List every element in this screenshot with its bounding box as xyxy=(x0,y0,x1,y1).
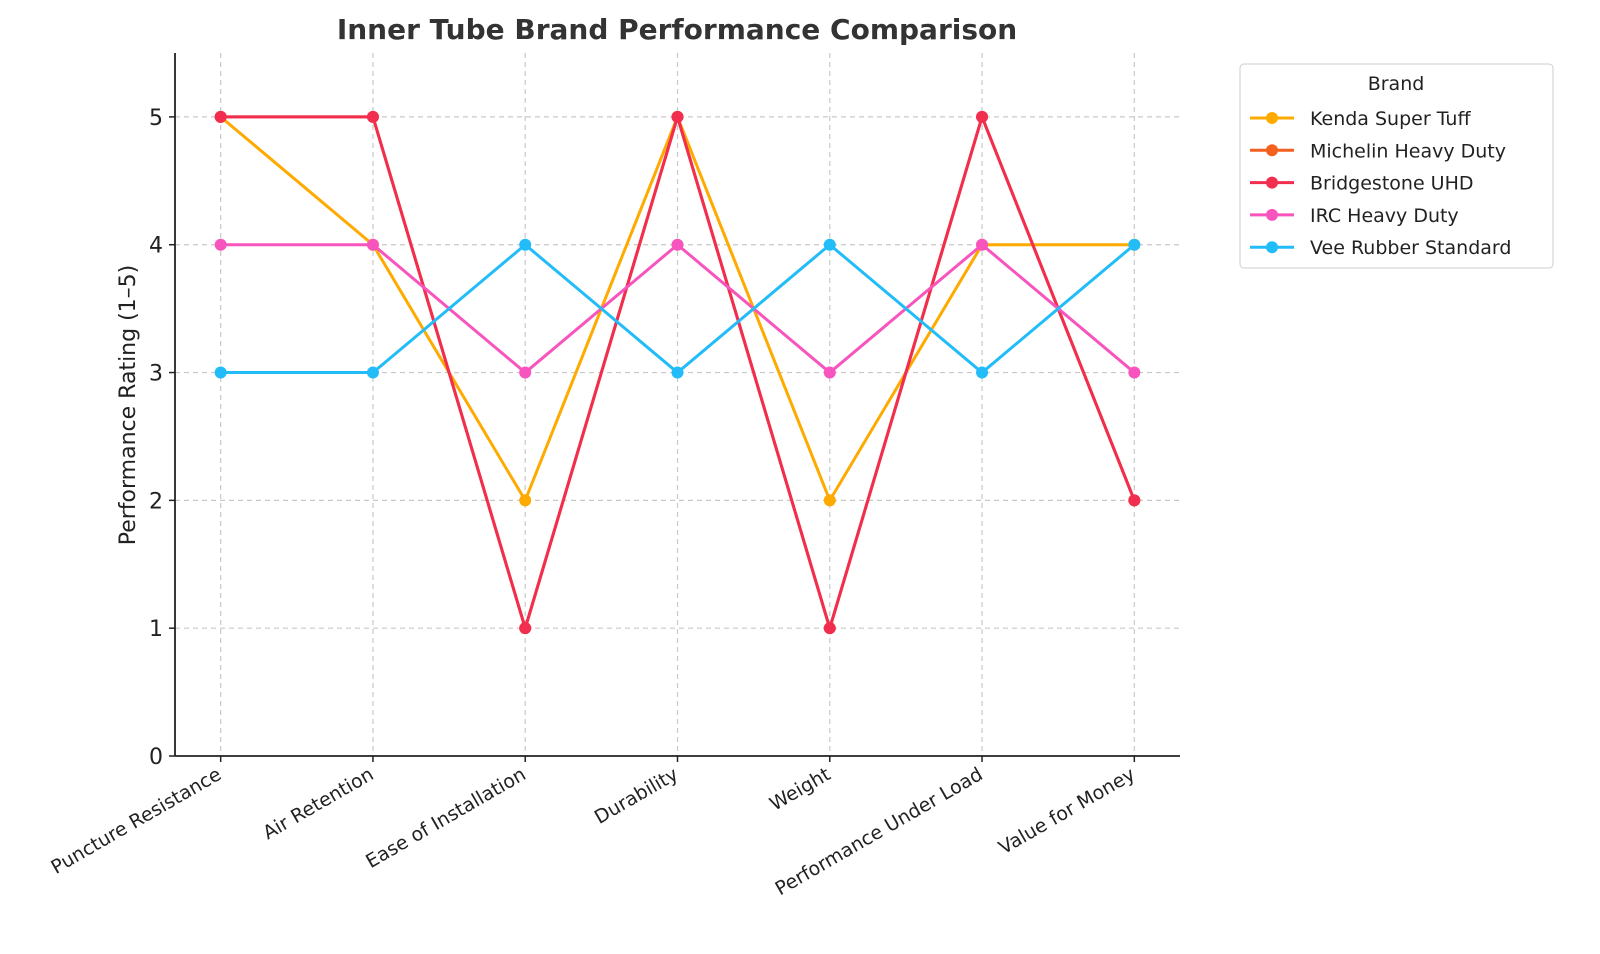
x-tick-label: Value for Money xyxy=(995,763,1139,859)
legend-label: IRC Heavy Duty xyxy=(1310,205,1459,227)
data-point xyxy=(519,238,532,251)
y-tick-label: 2 xyxy=(149,489,163,514)
legend-label: Michelin Heavy Duty xyxy=(1310,140,1506,162)
data-point xyxy=(366,238,379,251)
y-tick-label: 3 xyxy=(149,362,163,387)
data-point xyxy=(671,110,684,123)
legend-label: Kenda Super Tuff xyxy=(1310,108,1471,130)
series-vee-rubber-standard xyxy=(214,238,1141,379)
data-point xyxy=(1128,238,1141,251)
data-point xyxy=(214,110,227,123)
data-point xyxy=(1128,494,1141,507)
data-point xyxy=(366,366,379,379)
data-point xyxy=(1128,366,1141,379)
y-tick-label: 4 xyxy=(149,234,163,259)
series-bridgestone-uhd xyxy=(214,110,1141,635)
x-tick-label: Ease of Installation xyxy=(362,763,530,872)
legend-label: Bridgestone UHD xyxy=(1310,173,1474,195)
legend-marker xyxy=(1266,176,1278,189)
data-point xyxy=(823,238,836,251)
data-point xyxy=(519,366,532,379)
y-tick-label: 1 xyxy=(149,617,163,642)
data-point xyxy=(823,622,836,635)
data-point xyxy=(671,366,684,379)
y-tick-label: 0 xyxy=(149,745,163,770)
legend-marker xyxy=(1266,208,1278,221)
chart-title: Inner Tube Brand Performance Comparison xyxy=(337,13,1017,46)
data-point xyxy=(976,110,989,123)
x-tick-label: Weight xyxy=(766,763,834,815)
x-tick-label: Air Retention xyxy=(259,763,377,844)
series-irc-heavy-duty xyxy=(214,238,1141,379)
data-point xyxy=(214,238,227,251)
y-axis-label: Performance Rating (1–5) xyxy=(116,265,141,546)
data-point xyxy=(671,238,684,251)
data-point xyxy=(823,494,836,507)
legend-marker xyxy=(1266,112,1278,124)
legend-marker xyxy=(1266,144,1278,157)
legend: Brand Kenda Super Tuff Michelin Heavy Dut… xyxy=(1239,63,1554,269)
data-point xyxy=(519,622,532,635)
data-point xyxy=(366,110,379,123)
x-tick-label: Durability xyxy=(591,763,682,828)
legend-marker xyxy=(1266,241,1278,254)
y-tick-label: 5 xyxy=(149,106,163,131)
data-point xyxy=(976,238,989,251)
data-point xyxy=(214,366,227,379)
data-point xyxy=(519,494,532,507)
legend-title: Brand xyxy=(1368,73,1425,95)
data-point xyxy=(823,366,836,379)
x-tick-label: Puncture Resistance xyxy=(47,763,225,878)
legend-label: Vee Rubber Standard xyxy=(1310,237,1511,259)
data-point xyxy=(976,366,989,379)
